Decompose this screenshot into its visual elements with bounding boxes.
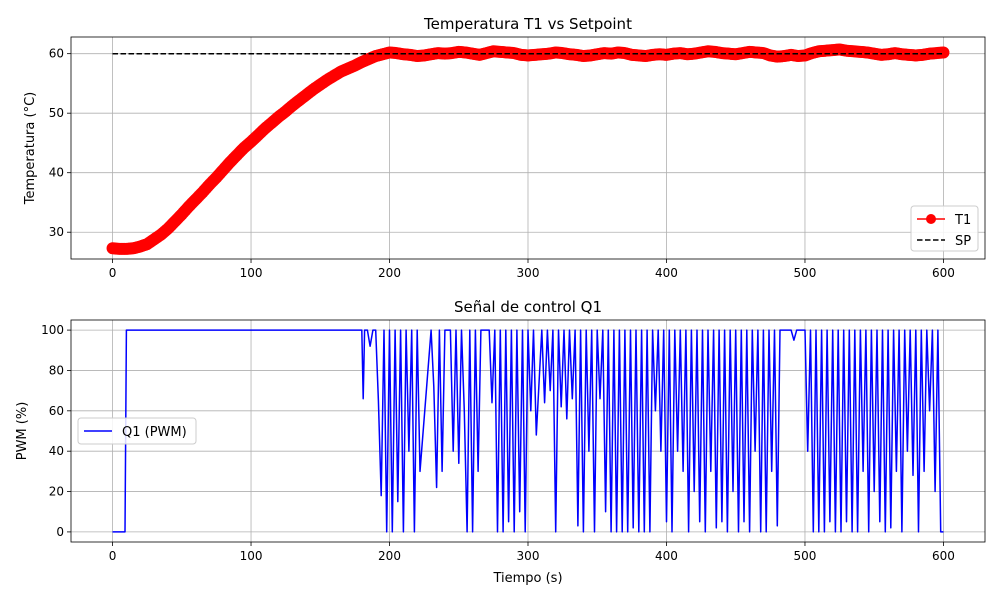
grid-top — [71, 37, 985, 259]
x-tick-label: 100 — [240, 266, 263, 280]
series-group-bottom — [112, 329, 944, 533]
temperature-chart: Temperatura T1 vs Setpoint 0 100 200 300 400… — [23, 15, 986, 280]
y-tick-label: 50 — [49, 106, 64, 120]
x-tick-label: 400 — [655, 549, 678, 563]
control-signal-chart: Señal de control Q1 0 100 200 300 400 500 6000… — [15, 298, 986, 586]
series-group-top — [106, 43, 950, 255]
legend-label-t1: T1 — [954, 213, 971, 228]
y-tick-label: 60 — [49, 404, 64, 418]
y-tick-label: 40 — [49, 444, 64, 458]
chart-title-top: Temperatura T1 vs Setpoint — [423, 15, 632, 33]
ticks-top: 0 100 200 300 400 500 600 30 40 50 60 — [49, 47, 955, 280]
x-tick-label: 300 — [517, 266, 540, 280]
ticks-bottom: 0 100 200 300 400 500 600 0 20 40 60 80 100 — [41, 323, 955, 563]
series-line-q1-pwm — [112, 329, 944, 533]
y-tick-label: 100 — [41, 323, 64, 337]
legend-bottom: Q1 (PWM) — [77, 417, 197, 445]
x-tick-label: 200 — [378, 549, 401, 563]
y-tick-label: 40 — [49, 166, 64, 180]
data-point-t1 — [937, 46, 950, 59]
legend-label-sp: SP — [955, 234, 971, 249]
x-tick-label: 300 — [517, 549, 540, 563]
x-tick-label: 400 — [655, 266, 678, 280]
x-tick-label: 100 — [240, 549, 263, 563]
x-tick-label: 200 — [378, 266, 401, 280]
legend-box — [77, 417, 197, 445]
y-tick-label: 30 — [49, 225, 64, 239]
y-tick-label: 0 — [56, 525, 64, 539]
legend-label-q1-pwm: Q1 (PWM) — [122, 425, 187, 440]
legend-top: T1 SP — [910, 205, 979, 252]
x-axis-label-bottom: Tiempo (s) — [492, 571, 562, 586]
y-tick-label: 60 — [49, 47, 64, 61]
x-tick-label: 0 — [109, 549, 117, 563]
chart-title-bottom: Señal de control Q1 — [454, 298, 602, 316]
legend-marker-t1 — [926, 214, 936, 224]
x-tick-label: 600 — [932, 266, 955, 280]
x-tick-label: 500 — [794, 549, 817, 563]
y-axis-label-top: Temperatura (°C) — [23, 92, 38, 205]
x-tick-label: 500 — [794, 266, 817, 280]
y-tick-label: 20 — [49, 485, 64, 499]
x-tick-label: 600 — [932, 549, 955, 563]
y-axis-label-bottom: PWM (%) — [15, 402, 30, 461]
y-tick-label: 80 — [49, 363, 64, 377]
x-tick-label: 0 — [109, 266, 117, 280]
